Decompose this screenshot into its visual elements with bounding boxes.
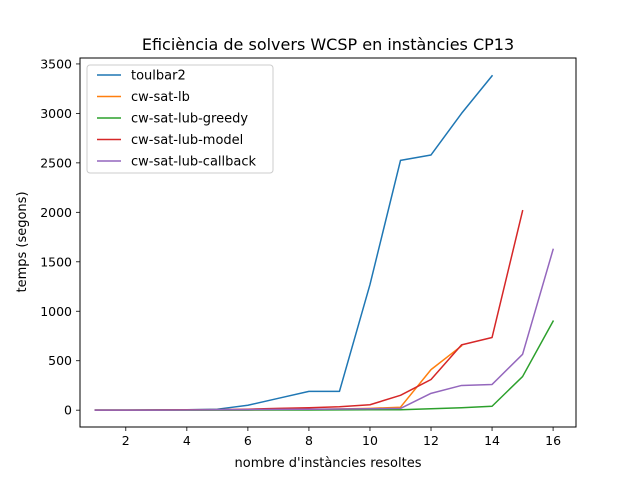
x-tick-label: 12 — [423, 433, 439, 448]
x-tick-label: 4 — [183, 433, 191, 448]
x-tick-label: 2 — [122, 433, 130, 448]
series-line-cw-sat-lub-greedy — [94, 320, 555, 411]
y-tick-label: 0 — [64, 403, 72, 418]
legend-label: cw-sat-lb — [131, 90, 190, 105]
legend-label: toulbar2 — [131, 69, 186, 84]
y-axis-ticks: 0 500 1000 1500 2000 2500 3000 3500 — [40, 56, 80, 418]
x-tick-label: 6 — [244, 433, 252, 448]
y-tick-label: 3500 — [40, 56, 72, 71]
x-axis-label: nombre d'instàncies resoltes — [235, 456, 422, 471]
y-tick-label: 1500 — [40, 254, 72, 269]
plot-series — [94, 74, 555, 411]
legend-label: cw-sat-lub-model — [131, 133, 243, 148]
legend-frame — [86, 64, 274, 174]
series-line-cw-sat-lb — [94, 344, 463, 411]
legend: toulbar2 cw-sat-lb cw-sat-lub-greedy cw-sat… — [86, 64, 274, 174]
x-tick-label: 8 — [305, 433, 313, 448]
legend-label: cw-sat-lub-greedy — [131, 112, 248, 127]
series-line-cw-sat-lub-callback — [94, 248, 555, 411]
y-axis-label: temps (segons) — [15, 191, 30, 292]
axes-frame — [79, 57, 577, 428]
y-tick-label: 2000 — [40, 205, 72, 220]
y-tick-label: 3000 — [40, 106, 72, 121]
x-tick-label: 14 — [484, 433, 500, 448]
chart-title: Eficiència de solvers WCSP en instàncies… — [142, 35, 514, 54]
y-tick-label: 2500 — [40, 155, 72, 170]
x-tick-label: 10 — [362, 433, 378, 448]
y-tick-label: 500 — [48, 353, 72, 368]
series-line-cw-sat-lub-model — [94, 209, 524, 411]
legend-label: cw-sat-lub-callback — [131, 155, 256, 170]
y-tick-label: 1000 — [40, 304, 72, 319]
x-axis-ticks: 2 4 6 8 10 12 14 16 — [122, 427, 561, 448]
x-tick-label: 16 — [545, 433, 561, 448]
